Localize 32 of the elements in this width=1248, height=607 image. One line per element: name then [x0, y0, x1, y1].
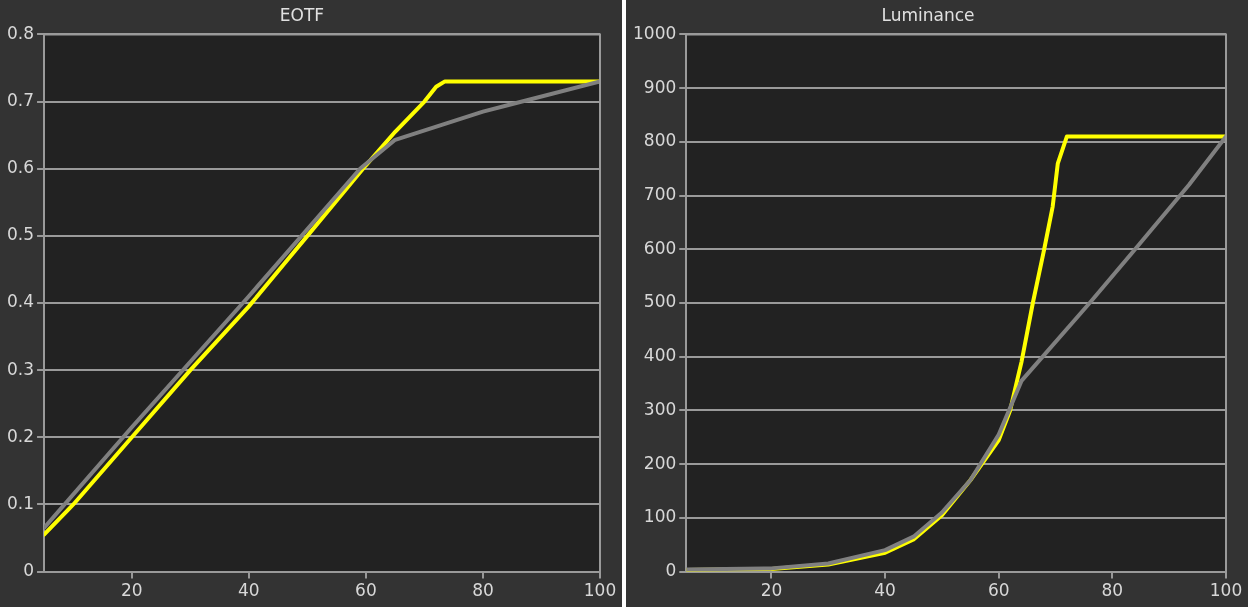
y-tick-label: 0.2 [6, 425, 35, 446]
y-tick-label: 1000 [633, 22, 677, 43]
x-tick-label: 40 [874, 580, 896, 601]
y-tick-label: 900 [643, 76, 677, 97]
x-tick-label: 100 [1209, 580, 1243, 601]
y-tick-label: 400 [643, 345, 677, 366]
y-tick-label: 0.1 [6, 492, 35, 513]
x-tick-label: 40 [238, 580, 260, 601]
y-tick-label: 0.8 [6, 22, 35, 43]
y-tick-label: 200 [643, 452, 677, 473]
x-tick-label: 60 [987, 580, 1010, 601]
x-tick-label: 80 [1101, 580, 1124, 601]
x-tick-label: 20 [760, 580, 783, 601]
x-tick-label: 20 [121, 580, 143, 601]
chart-title: EOTF [279, 4, 325, 25]
y-tick-label: 0.6 [6, 157, 35, 178]
y-tick-label: 0.5 [6, 224, 35, 245]
y-tick-label: 500 [643, 291, 677, 312]
y-tick-label: 0.7 [6, 89, 35, 110]
y-tick-label: 600 [643, 237, 677, 258]
x-tick-label: 100 [583, 580, 617, 601]
chart-title: Luminance [881, 4, 975, 25]
y-tick-label: 700 [643, 183, 677, 204]
y-tick-label: 0.3 [6, 358, 35, 379]
y-tick-label: 300 [643, 398, 677, 419]
y-tick-label: 0 [23, 560, 35, 581]
y-tick-label: 0.4 [6, 291, 35, 312]
x-tick-label: 80 [472, 580, 494, 601]
y-tick-label: 0 [665, 560, 677, 581]
y-tick-label: 800 [643, 130, 677, 151]
x-tick-label: 60 [355, 580, 377, 601]
y-tick-label: 100 [643, 506, 677, 527]
